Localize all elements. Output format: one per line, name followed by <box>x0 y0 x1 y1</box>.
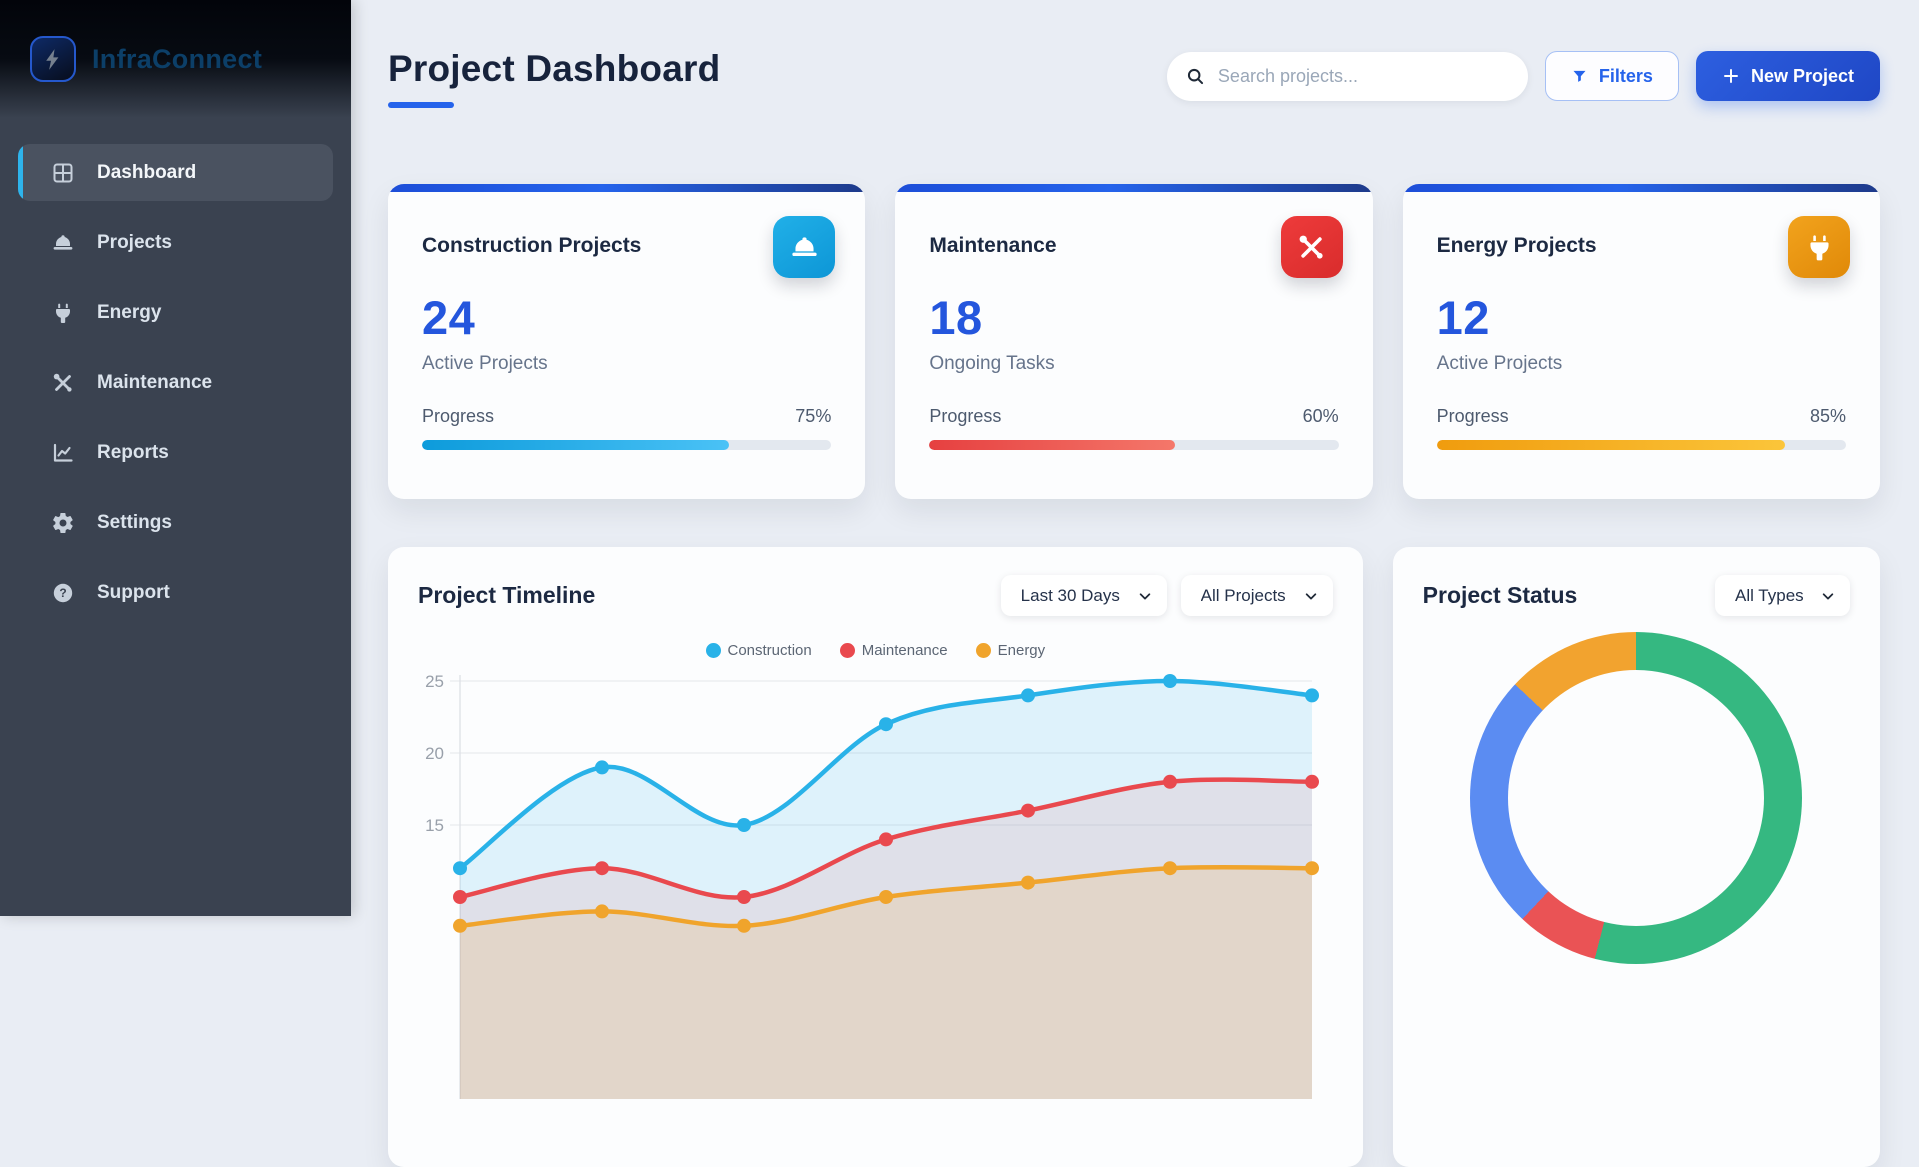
sidebar-item-support[interactable]: ? Support <box>18 564 333 621</box>
active-indicator-bar <box>18 144 23 201</box>
status-title: Project Status <box>1422 582 1578 608</box>
status-type-select[interactable]: All Types <box>1715 575 1850 616</box>
tools-icon <box>1280 216 1343 278</box>
progress-bar-fill <box>929 440 1175 450</box>
sidebar: InfraConnect Dashboard Projects Energy <box>0 0 351 916</box>
progress-label: Progress <box>929 406 1002 426</box>
title-block: Project Dashboard <box>388 48 720 108</box>
sidebar-nav: Dashboard Projects Energy Maintenance <box>0 118 351 621</box>
progress-label: Progress <box>422 406 495 426</box>
stat-card-title: Construction Projects <box>422 234 642 257</box>
topbar-actions: Filters New Project <box>1166 51 1880 101</box>
brand-logo: InfraConnect <box>0 0 351 118</box>
progress-bar-track <box>422 440 832 450</box>
search-input[interactable] <box>1217 65 1510 87</box>
sidebar-item-label: Reports <box>97 441 169 463</box>
tools-icon <box>51 371 75 395</box>
legend-dot <box>705 643 721 658</box>
charts-row: Project Timeline Last 30 Days All Projec… <box>388 547 1880 1167</box>
brand-name: InfraConnect <box>92 43 263 74</box>
hard-hat-icon <box>773 216 836 278</box>
stat-card-maintenance: Maintenance 18 Ongoing Tasks Progress 60… <box>895 184 1373 499</box>
stat-card-title: Energy Projects <box>1436 234 1597 257</box>
svg-text:25: 25 <box>425 672 444 691</box>
plus-icon <box>1723 69 1738 83</box>
search-box <box>1166 51 1528 101</box>
sidebar-item-label: Support <box>97 581 170 603</box>
plug-icon <box>1788 216 1850 278</box>
timeline-range-select[interactable]: Last 30 Days <box>1000 575 1167 616</box>
legend-dot <box>839 643 855 658</box>
page-title: Project Dashboard <box>388 48 721 89</box>
stat-card-construction: Construction Projects 24 Active Projects… <box>388 184 866 499</box>
stat-value: 24 <box>422 291 476 344</box>
stat-card-energy: Energy Projects 12 Active Projects Progr… <box>1402 184 1880 499</box>
topbar: Project Dashboard Filters New Project <box>388 48 1880 108</box>
search-icon <box>1187 68 1203 84</box>
stat-subtitle: Active Projects <box>1436 353 1563 374</box>
timeline-line-chart: 25 20 15 <box>425 672 1319 1099</box>
legend-item-maintenance: Maintenance <box>839 642 948 659</box>
timeline-title: Project Timeline <box>418 582 596 608</box>
sidebar-item-label: Dashboard <box>97 161 197 183</box>
stat-card-title: Maintenance <box>929 234 1057 257</box>
timeline-scope-select[interactable]: All Projects <box>1180 575 1333 616</box>
stat-value: 18 <box>929 291 983 344</box>
progress-label: Progress <box>1436 406 1509 426</box>
stat-cards-row: Construction Projects 24 Active Projects… <box>388 184 1880 499</box>
stat-value: 12 <box>1436 291 1490 344</box>
sidebar-item-settings[interactable]: Settings <box>18 494 333 551</box>
plug-icon <box>51 301 75 325</box>
stat-subtitle: Active Projects <box>422 353 548 374</box>
gear-icon <box>51 511 75 535</box>
progress-bar-fill <box>1436 440 1785 450</box>
help-circle-icon: ? <box>51 581 75 605</box>
card-accent-bar <box>388 184 866 192</box>
card-accent-bar <box>895 184 1373 192</box>
svg-text:20: 20 <box>425 744 444 763</box>
progress-bar-fill <box>422 440 729 450</box>
hard-hat-icon <box>51 231 75 255</box>
main-content: Project Dashboard Filters New Project Co… <box>351 0 1919 1167</box>
progress-bar-track <box>1436 440 1846 450</box>
stat-subtitle: Ongoing Tasks <box>929 353 1055 374</box>
status-donut-chart <box>1470 632 1803 964</box>
legend-dot <box>975 643 991 658</box>
progress-percent: 85% <box>1809 406 1846 426</box>
svg-text:15: 15 <box>425 816 444 835</box>
sidebar-item-label: Projects <box>97 231 172 253</box>
sidebar-item-energy[interactable]: Energy <box>18 284 333 341</box>
filters-button[interactable]: Filters <box>1544 51 1679 101</box>
chart-line-icon <box>51 441 75 465</box>
legend-item-construction: Construction <box>705 642 812 659</box>
sidebar-item-label: Maintenance <box>97 371 213 393</box>
card-accent-bar <box>1402 184 1880 192</box>
sidebar-item-reports[interactable]: Reports <box>18 424 333 481</box>
progress-percent: 75% <box>795 406 832 426</box>
project-status-card: Project Status All Types <box>1392 547 1880 1167</box>
bolt-logo-icon <box>30 36 76 82</box>
title-underline <box>388 102 454 108</box>
svg-text:?: ? <box>59 586 66 600</box>
sidebar-item-maintenance[interactable]: Maintenance <box>18 354 333 411</box>
sidebar-item-label: Energy <box>97 301 162 323</box>
legend-item-energy: Energy <box>975 642 1045 659</box>
sidebar-item-label: Settings <box>97 511 172 533</box>
project-timeline-card: Project Timeline Last 30 Days All Projec… <box>388 547 1363 1167</box>
sidebar-item-dashboard[interactable]: Dashboard <box>18 144 333 201</box>
progress-percent: 60% <box>1302 406 1339 426</box>
progress-bar-track <box>929 440 1339 450</box>
sidebar-item-projects[interactable]: Projects <box>18 214 333 271</box>
timeline-legend: Construction Maintenance Energy <box>418 642 1333 659</box>
new-project-button[interactable]: New Project <box>1695 51 1880 101</box>
funnel-icon <box>1573 70 1586 82</box>
dashboard-grid-icon <box>51 161 75 185</box>
